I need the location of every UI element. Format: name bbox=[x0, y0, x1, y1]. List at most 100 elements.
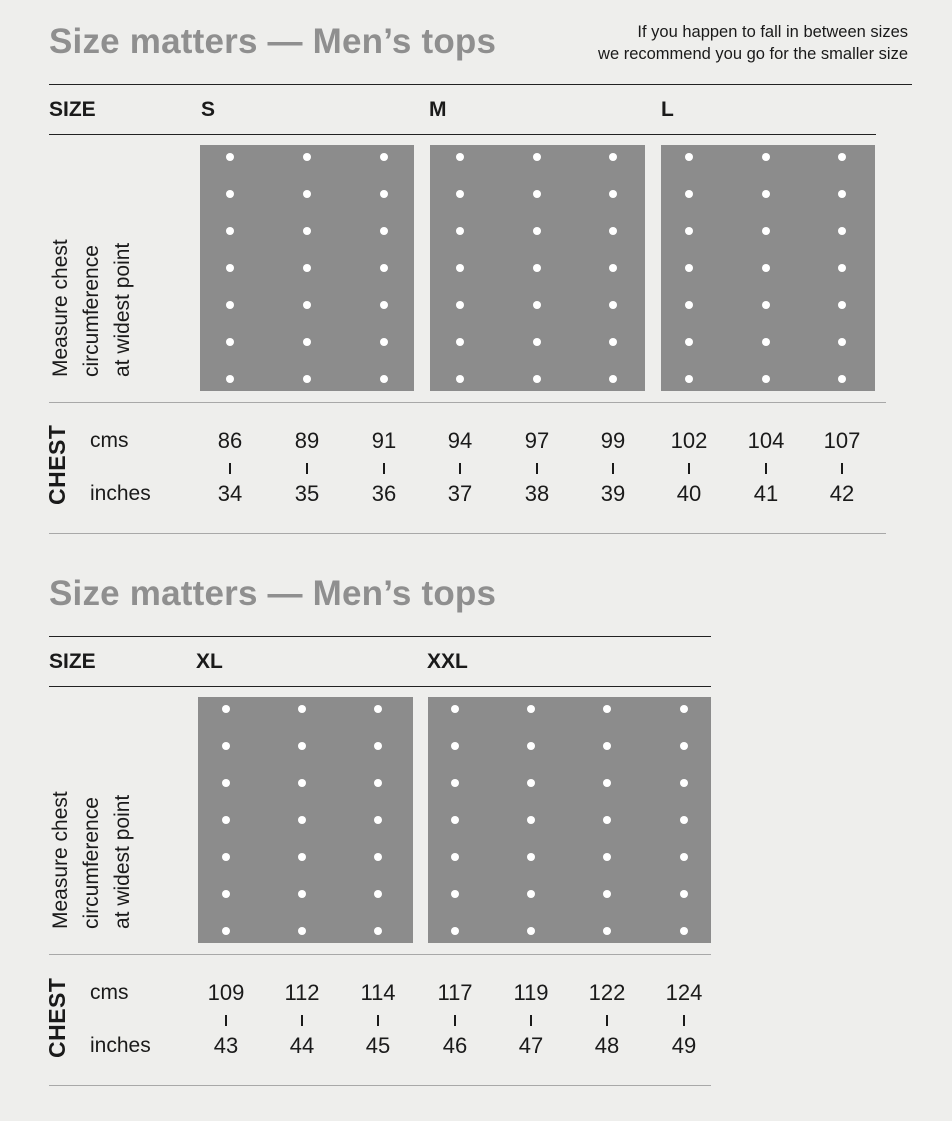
measurement-dot bbox=[680, 705, 688, 713]
value-tick bbox=[606, 1015, 608, 1026]
measurement-dot bbox=[603, 816, 611, 824]
measurement-dot bbox=[762, 375, 770, 383]
chest-inch-value: 34 bbox=[217, 481, 243, 506]
measurement-dot bbox=[222, 705, 230, 713]
size-column-xl: XL bbox=[196, 650, 223, 673]
size-label: SIZE bbox=[49, 98, 96, 121]
measurement-dot bbox=[685, 153, 693, 161]
size-panel-xxl bbox=[428, 697, 711, 943]
chest-bottom-rule bbox=[49, 1085, 711, 1086]
measurement-dot bbox=[226, 301, 234, 309]
value-tick bbox=[306, 463, 308, 474]
chest-inch-value: 44 bbox=[289, 1033, 315, 1058]
measurement-dot bbox=[451, 742, 459, 750]
measurement-dot bbox=[374, 853, 382, 861]
size-advice-line-2: we recommend you go for the smaller size bbox=[598, 45, 908, 63]
measurement-dot bbox=[298, 779, 306, 787]
chest-inch-value: 40 bbox=[676, 481, 702, 506]
measurement-dot bbox=[380, 227, 388, 235]
measurement-dot bbox=[303, 375, 311, 383]
measurement-dot bbox=[838, 338, 846, 346]
measurement-dot bbox=[762, 153, 770, 161]
value-tick bbox=[383, 463, 385, 474]
measurement-dot bbox=[609, 264, 617, 272]
measurement-dot bbox=[680, 890, 688, 898]
measurement-dot bbox=[451, 853, 459, 861]
measurement-dot bbox=[298, 705, 306, 713]
measurement-dot bbox=[603, 890, 611, 898]
value-tick bbox=[301, 1015, 303, 1026]
chest-inch-value: 49 bbox=[671, 1033, 697, 1058]
measurement-dot bbox=[527, 890, 535, 898]
chest-cm-value: 89 bbox=[294, 428, 320, 453]
value-tick bbox=[454, 1015, 456, 1026]
measurement-dot bbox=[303, 227, 311, 235]
unit-cms-label: cms bbox=[90, 981, 129, 1004]
measurement-dot bbox=[222, 890, 230, 898]
chest-inch-value: 37 bbox=[447, 481, 473, 506]
measure-label-line-2: circumference bbox=[80, 797, 103, 929]
measurement-dot bbox=[226, 338, 234, 346]
unit-cms-label: cms bbox=[90, 429, 129, 452]
measurement-dot bbox=[533, 153, 541, 161]
measurement-dot bbox=[374, 779, 382, 787]
measurement-dot bbox=[685, 375, 693, 383]
measurement-dot bbox=[374, 816, 382, 824]
measurement-dot bbox=[222, 779, 230, 787]
value-tick bbox=[377, 1015, 379, 1026]
measurement-dot bbox=[838, 375, 846, 383]
measurement-dot bbox=[527, 705, 535, 713]
measurement-dot bbox=[226, 153, 234, 161]
measurement-dot bbox=[685, 227, 693, 235]
measurement-dot bbox=[451, 927, 459, 935]
chest-inch-value: 39 bbox=[600, 481, 626, 506]
measurement-dot bbox=[222, 742, 230, 750]
measurement-dot bbox=[226, 375, 234, 383]
measurement-dot bbox=[380, 153, 388, 161]
measurement-dot bbox=[527, 742, 535, 750]
measurement-dot bbox=[451, 779, 459, 787]
measurement-dot bbox=[298, 927, 306, 935]
size-column-m: M bbox=[429, 98, 447, 121]
measurement-dot bbox=[456, 264, 464, 272]
measurement-dot bbox=[303, 153, 311, 161]
size-column-l: L bbox=[661, 98, 674, 121]
measurement-dot bbox=[603, 927, 611, 935]
measurement-dot bbox=[374, 927, 382, 935]
value-tick bbox=[683, 1015, 685, 1026]
chest-inch-value: 36 bbox=[371, 481, 397, 506]
size-advice-note: If you happen to fall in between sizes w… bbox=[598, 21, 908, 65]
measurement-dot bbox=[374, 890, 382, 898]
measurement-dot bbox=[380, 301, 388, 309]
unit-inches-label: inches bbox=[90, 482, 151, 505]
measurement-dot bbox=[380, 338, 388, 346]
measurement-dot bbox=[303, 338, 311, 346]
chest-top-rule bbox=[49, 402, 886, 403]
chest-inch-value: 47 bbox=[518, 1033, 544, 1058]
measurement-dot bbox=[685, 338, 693, 346]
measurement-dot bbox=[298, 890, 306, 898]
chest-inch-value: 48 bbox=[594, 1033, 620, 1058]
measurement-dot bbox=[533, 301, 541, 309]
chest-label: CHEST bbox=[44, 977, 70, 1058]
measurement-dot bbox=[680, 779, 688, 787]
chest-label: CHEST bbox=[44, 424, 70, 505]
measure-label-line-3: at widest point bbox=[111, 794, 134, 929]
value-tick bbox=[225, 1015, 227, 1026]
measurement-dot bbox=[527, 779, 535, 787]
measurement-dot bbox=[451, 890, 459, 898]
measurement-dot bbox=[680, 853, 688, 861]
chest-inch-value: 43 bbox=[213, 1033, 239, 1058]
measurement-dot bbox=[609, 301, 617, 309]
chest-cm-value: 107 bbox=[823, 428, 861, 453]
measurement-dot bbox=[222, 853, 230, 861]
measurement-dot bbox=[762, 301, 770, 309]
chest-cm-value: 114 bbox=[360, 980, 396, 1005]
measurement-dot bbox=[303, 301, 311, 309]
measurement-dot bbox=[303, 264, 311, 272]
measurement-dot bbox=[762, 227, 770, 235]
measurement-dot bbox=[380, 190, 388, 198]
section-title: Size matters — Men’s tops bbox=[49, 574, 497, 613]
chest-cm-value: 102 bbox=[670, 428, 708, 453]
chest-cm-value: 91 bbox=[371, 428, 397, 453]
